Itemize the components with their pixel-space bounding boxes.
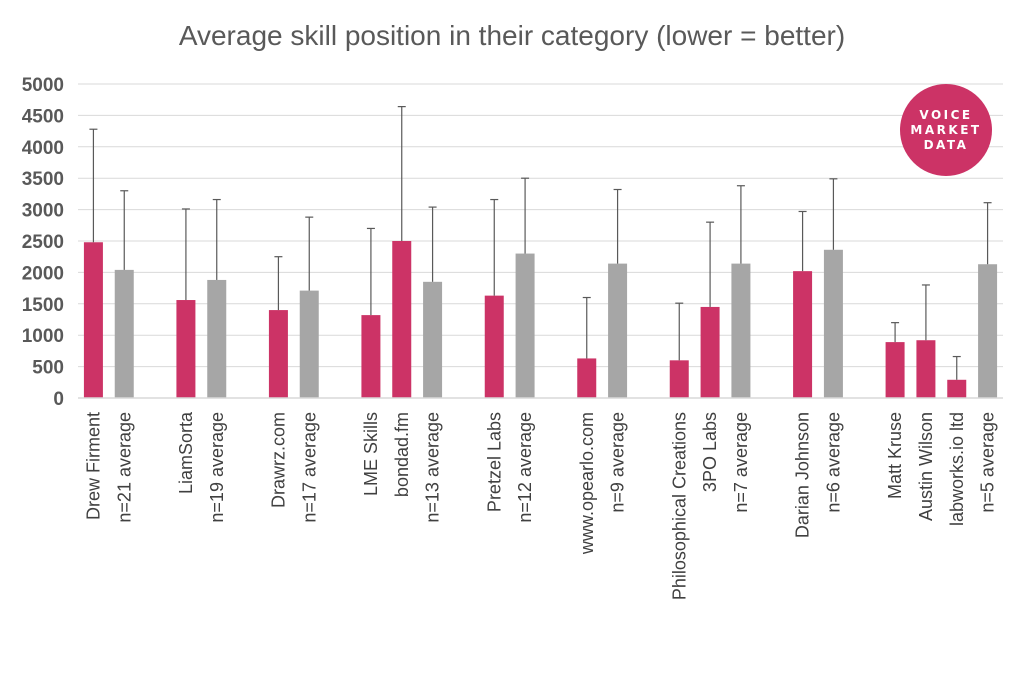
x-tick-label: Austin Wilson — [916, 412, 936, 521]
bars — [83, 241, 998, 398]
x-tick-label: 3PO Labs — [700, 412, 720, 492]
y-tick-label: 0 — [53, 389, 64, 410]
y-tick-label: 1500 — [22, 295, 64, 316]
bar — [916, 340, 936, 398]
bar — [299, 290, 319, 398]
bar — [83, 242, 103, 398]
bar — [176, 300, 196, 398]
x-tick-label: n=12 average — [515, 412, 535, 523]
bar — [484, 295, 504, 398]
x-tick-label: Drawrz.com — [268, 412, 288, 508]
y-tick-label: 1000 — [22, 326, 64, 347]
x-tick-label: n=6 average — [823, 412, 843, 513]
logo-line-3: DATA — [923, 137, 969, 152]
x-tick-label: Pretzel Labs — [484, 412, 504, 512]
x-tick-label: n=17 average — [299, 412, 319, 523]
x-tick-label: n=19 average — [207, 412, 227, 523]
bar — [268, 310, 288, 398]
y-tick-label: 3000 — [22, 201, 64, 222]
x-tick-label: labworks.io ltd — [947, 412, 967, 526]
bar — [731, 263, 751, 398]
x-tick-label: LiamSorta — [176, 411, 196, 494]
x-tick-label: www.opearlo.com — [577, 412, 597, 555]
x-tick-label: n=9 average — [608, 412, 628, 513]
bar — [608, 263, 628, 398]
x-axis-tick-labels: Drew Firment n=21 average LiamSorta n=19 av… — [83, 411, 997, 600]
y-tick-label: 3500 — [22, 169, 64, 190]
logo-line-2: MARKET — [910, 122, 982, 137]
x-tick-label: Drew Firment — [83, 412, 103, 520]
bar — [577, 358, 597, 398]
bar — [793, 271, 813, 398]
x-tick-label: Darian Johnson — [793, 412, 813, 538]
voice-market-data-logo: VOICE MARKET DATA — [900, 84, 992, 176]
error-bars — [89, 106, 992, 380]
y-tick-label: 4000 — [22, 138, 64, 159]
x-tick-label: bondad.fm — [392, 412, 412, 497]
y-tick-label: 2000 — [22, 263, 64, 284]
gridlines — [78, 83, 1003, 368]
x-tick-label: n=13 average — [423, 412, 443, 523]
x-tick-label: Matt Kruse — [885, 412, 905, 499]
bar — [947, 379, 967, 398]
x-tick-label: Philosophical Creations — [669, 412, 689, 600]
bar — [700, 306, 720, 398]
x-tick-label: n=5 average — [978, 412, 998, 513]
chart-title: Average skill position in their category… — [178, 20, 846, 51]
bar — [885, 342, 905, 398]
bar — [978, 264, 998, 398]
x-tick-label: n=21 average — [114, 412, 134, 523]
y-axis-tick-labels: 0 500 1000 1500 2000 2500 3000 3500 4000 4500 5000 — [22, 75, 64, 410]
bar — [423, 281, 443, 398]
bar — [207, 279, 227, 398]
bar — [669, 360, 689, 398]
y-tick-label: 2500 — [22, 232, 64, 253]
bar — [392, 241, 412, 398]
x-tick-label: LME Skills — [361, 412, 381, 496]
bar — [823, 249, 843, 398]
logo-line-1: VOICE — [919, 107, 973, 122]
y-tick-label: 500 — [32, 358, 64, 379]
y-tick-label: 4500 — [22, 106, 64, 127]
bar — [515, 253, 535, 398]
bar — [114, 269, 134, 398]
bar — [361, 315, 381, 398]
x-tick-label: n=7 average — [731, 412, 751, 513]
y-tick-label: 5000 — [22, 75, 64, 96]
